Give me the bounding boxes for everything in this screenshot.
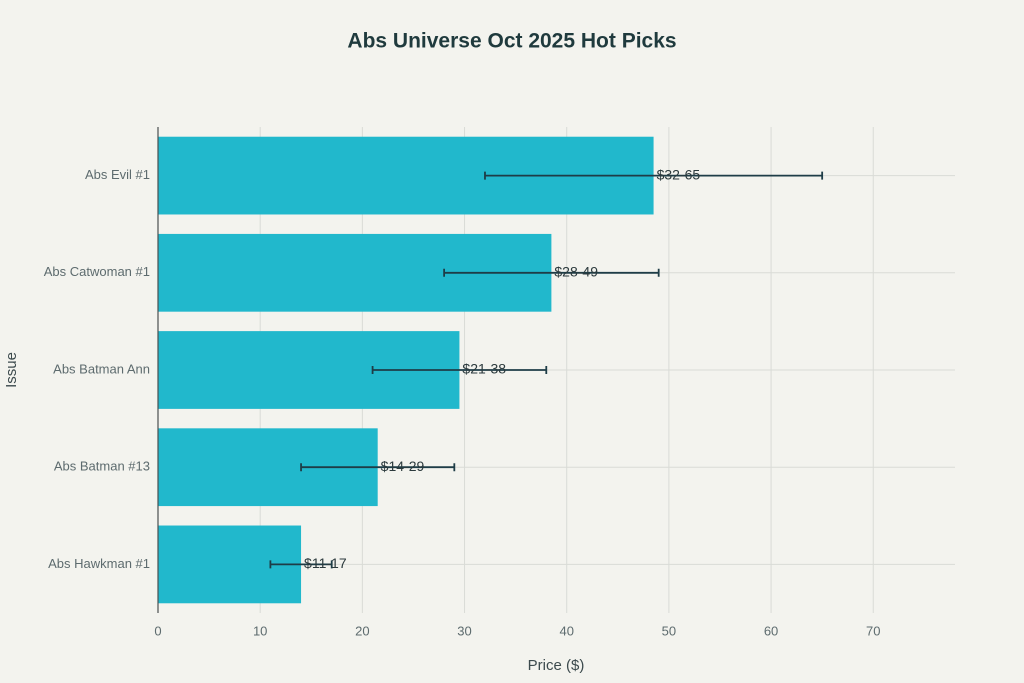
error-bar <box>300 463 456 472</box>
error-bar <box>484 171 824 180</box>
x-tick-label: 20 <box>355 623 369 638</box>
range-label: $11-17 <box>304 555 347 571</box>
y-tick-label: Abs Hawkman #1 <box>48 556 150 571</box>
error-bar <box>371 366 548 374</box>
y-tick-label: Abs Batman #13 <box>54 459 150 474</box>
y-axis-title: Issue <box>3 352 20 388</box>
range-label: $28-49 <box>554 264 598 280</box>
range-label: $21-38 <box>462 361 506 377</box>
y-tick-label: Abs Batman Ann <box>53 361 150 376</box>
x-tick-label: 10 <box>253 623 267 638</box>
range-label: $32-65 <box>657 166 701 182</box>
range-label: $14-29 <box>381 458 425 474</box>
x-tick-label: 50 <box>662 623 676 638</box>
x-axis-title: Price ($) <box>528 657 585 674</box>
x-tick-label: 0 <box>154 623 161 638</box>
x-tick-label: 40 <box>559 623 573 638</box>
x-tick-label: 60 <box>764 623 778 638</box>
error-bar <box>443 268 660 277</box>
x-tick-label: 30 <box>457 623 471 638</box>
y-tick-label: Abs Evil #1 <box>85 167 150 182</box>
y-tick-label: Abs Catwoman #1 <box>44 264 150 279</box>
chart-title: Abs Universe Oct 2025 Hot Picks <box>347 30 676 53</box>
x-tick-label: 70 <box>866 623 880 638</box>
error-bar <box>269 560 333 569</box>
